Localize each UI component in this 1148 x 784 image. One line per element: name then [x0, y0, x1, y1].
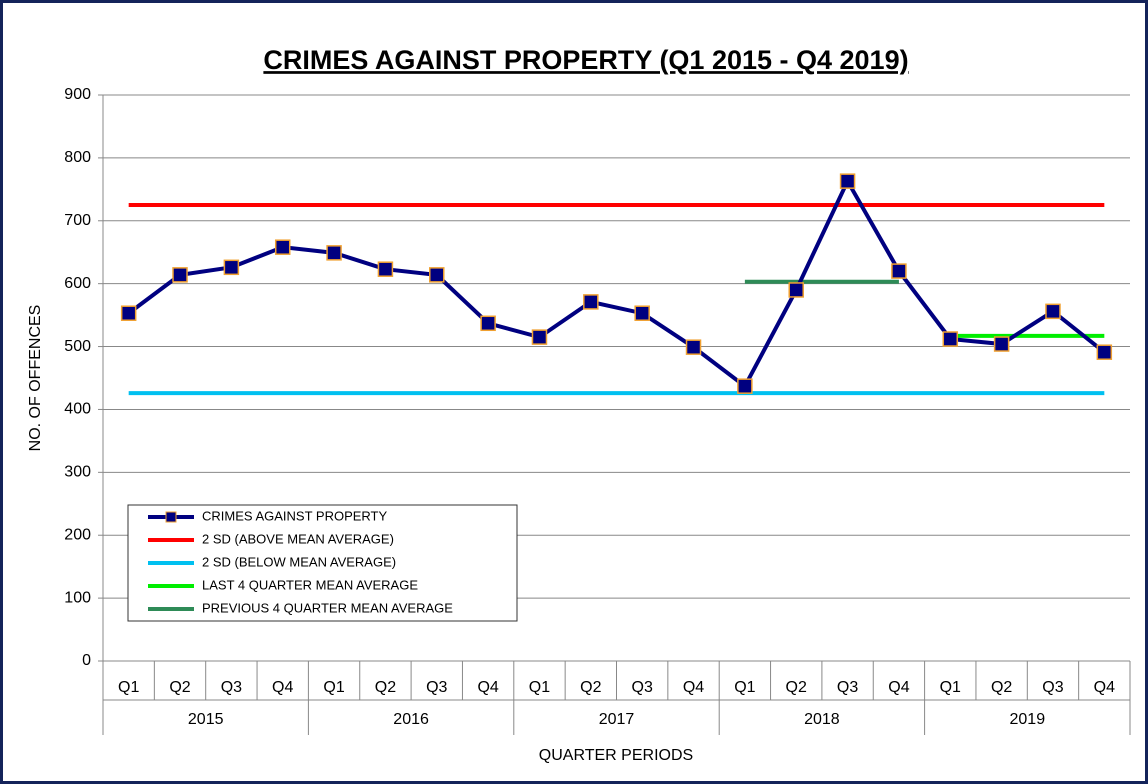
x-tick-label: Q4	[477, 679, 498, 696]
data-point	[942, 331, 959, 347]
y-tick-label: 400	[64, 401, 91, 418]
x-tick-label: Q1	[529, 679, 550, 696]
x-tick-label: Q2	[580, 679, 601, 696]
data-point	[583, 294, 599, 310]
y-axis-label: NO. OF OFFENCES	[27, 305, 44, 452]
series-line	[127, 176, 1106, 390]
y-tick-label: 500	[64, 338, 91, 355]
y-tick-label: 200	[64, 526, 91, 543]
chart-title: CRIMES AGAINST PROPERTY (Q1 2015 - Q4 20…	[263, 45, 908, 75]
x-tick-label: Q4	[1094, 679, 1115, 696]
data-point	[891, 263, 907, 279]
legend-label: LAST 4 QUARTER MEAN AVERAGE	[202, 577, 418, 592]
x-tick-label: Q3	[1042, 679, 1063, 696]
x-group-label: 2016	[393, 711, 429, 728]
x-tick-label: Q1	[940, 679, 961, 696]
data-point	[993, 336, 1010, 352]
x-group-label: 2018	[804, 711, 840, 728]
data-point	[274, 239, 291, 255]
data-point	[634, 305, 650, 321]
x-tick-label: Q3	[221, 679, 242, 696]
data-point	[788, 282, 804, 298]
data-point	[429, 267, 445, 283]
x-tick-label: Q2	[991, 679, 1012, 696]
x-tick-label: Q2	[786, 679, 807, 696]
x-tick-label: Q3	[426, 679, 447, 696]
x-tick-label: Q1	[323, 679, 344, 696]
data-point	[1096, 344, 1113, 360]
x-tick-label: Q1	[118, 679, 139, 696]
x-group-label: 2017	[599, 711, 635, 728]
x-tick-label: Q4	[272, 679, 293, 696]
legend-label: CRIMES AGAINST PROPERTY	[202, 508, 388, 523]
x-group-label: 2015	[188, 711, 224, 728]
y-tick-label: 0	[82, 652, 91, 669]
data-point	[223, 259, 240, 276]
y-tick-label: 800	[64, 149, 91, 166]
x-group-label: 2019	[1010, 711, 1046, 728]
legend-label: PREVIOUS 4 QUARTER MEAN AVERAGE	[202, 600, 453, 615]
data-point	[737, 378, 753, 394]
y-tick-label: 300	[64, 464, 91, 481]
y-tick-label: 600	[64, 275, 91, 292]
y-tick-label: 100	[64, 589, 91, 606]
data-point	[480, 315, 496, 332]
legend-marker	[165, 511, 177, 523]
data-point	[326, 245, 342, 261]
legend-label: 2 SD (BELOW MEAN AVERAGE)	[202, 554, 396, 569]
x-tick-label: Q3	[632, 679, 653, 696]
data-point	[377, 261, 394, 277]
x-tick-label: Q2	[375, 679, 396, 696]
data-point	[531, 329, 548, 345]
y-tick-label: 900	[64, 86, 91, 103]
x-axis-label: QUARTER PERIODS	[539, 747, 693, 764]
data-point	[172, 267, 188, 283]
x-tick-label: Q2	[169, 679, 190, 696]
x-tick-label: Q1	[734, 679, 755, 696]
x-tick-label: Q4	[683, 679, 704, 696]
x-tick-label: Q4	[888, 679, 909, 696]
legend-label: 2 SD (ABOVE MEAN AVERAGE)	[202, 531, 394, 546]
data-point	[1045, 303, 1061, 320]
x-tick-label: Q3	[837, 679, 858, 696]
data-point	[120, 305, 137, 321]
data-point	[839, 173, 856, 189]
data-point	[685, 339, 702, 355]
y-tick-label: 700	[64, 212, 91, 229]
